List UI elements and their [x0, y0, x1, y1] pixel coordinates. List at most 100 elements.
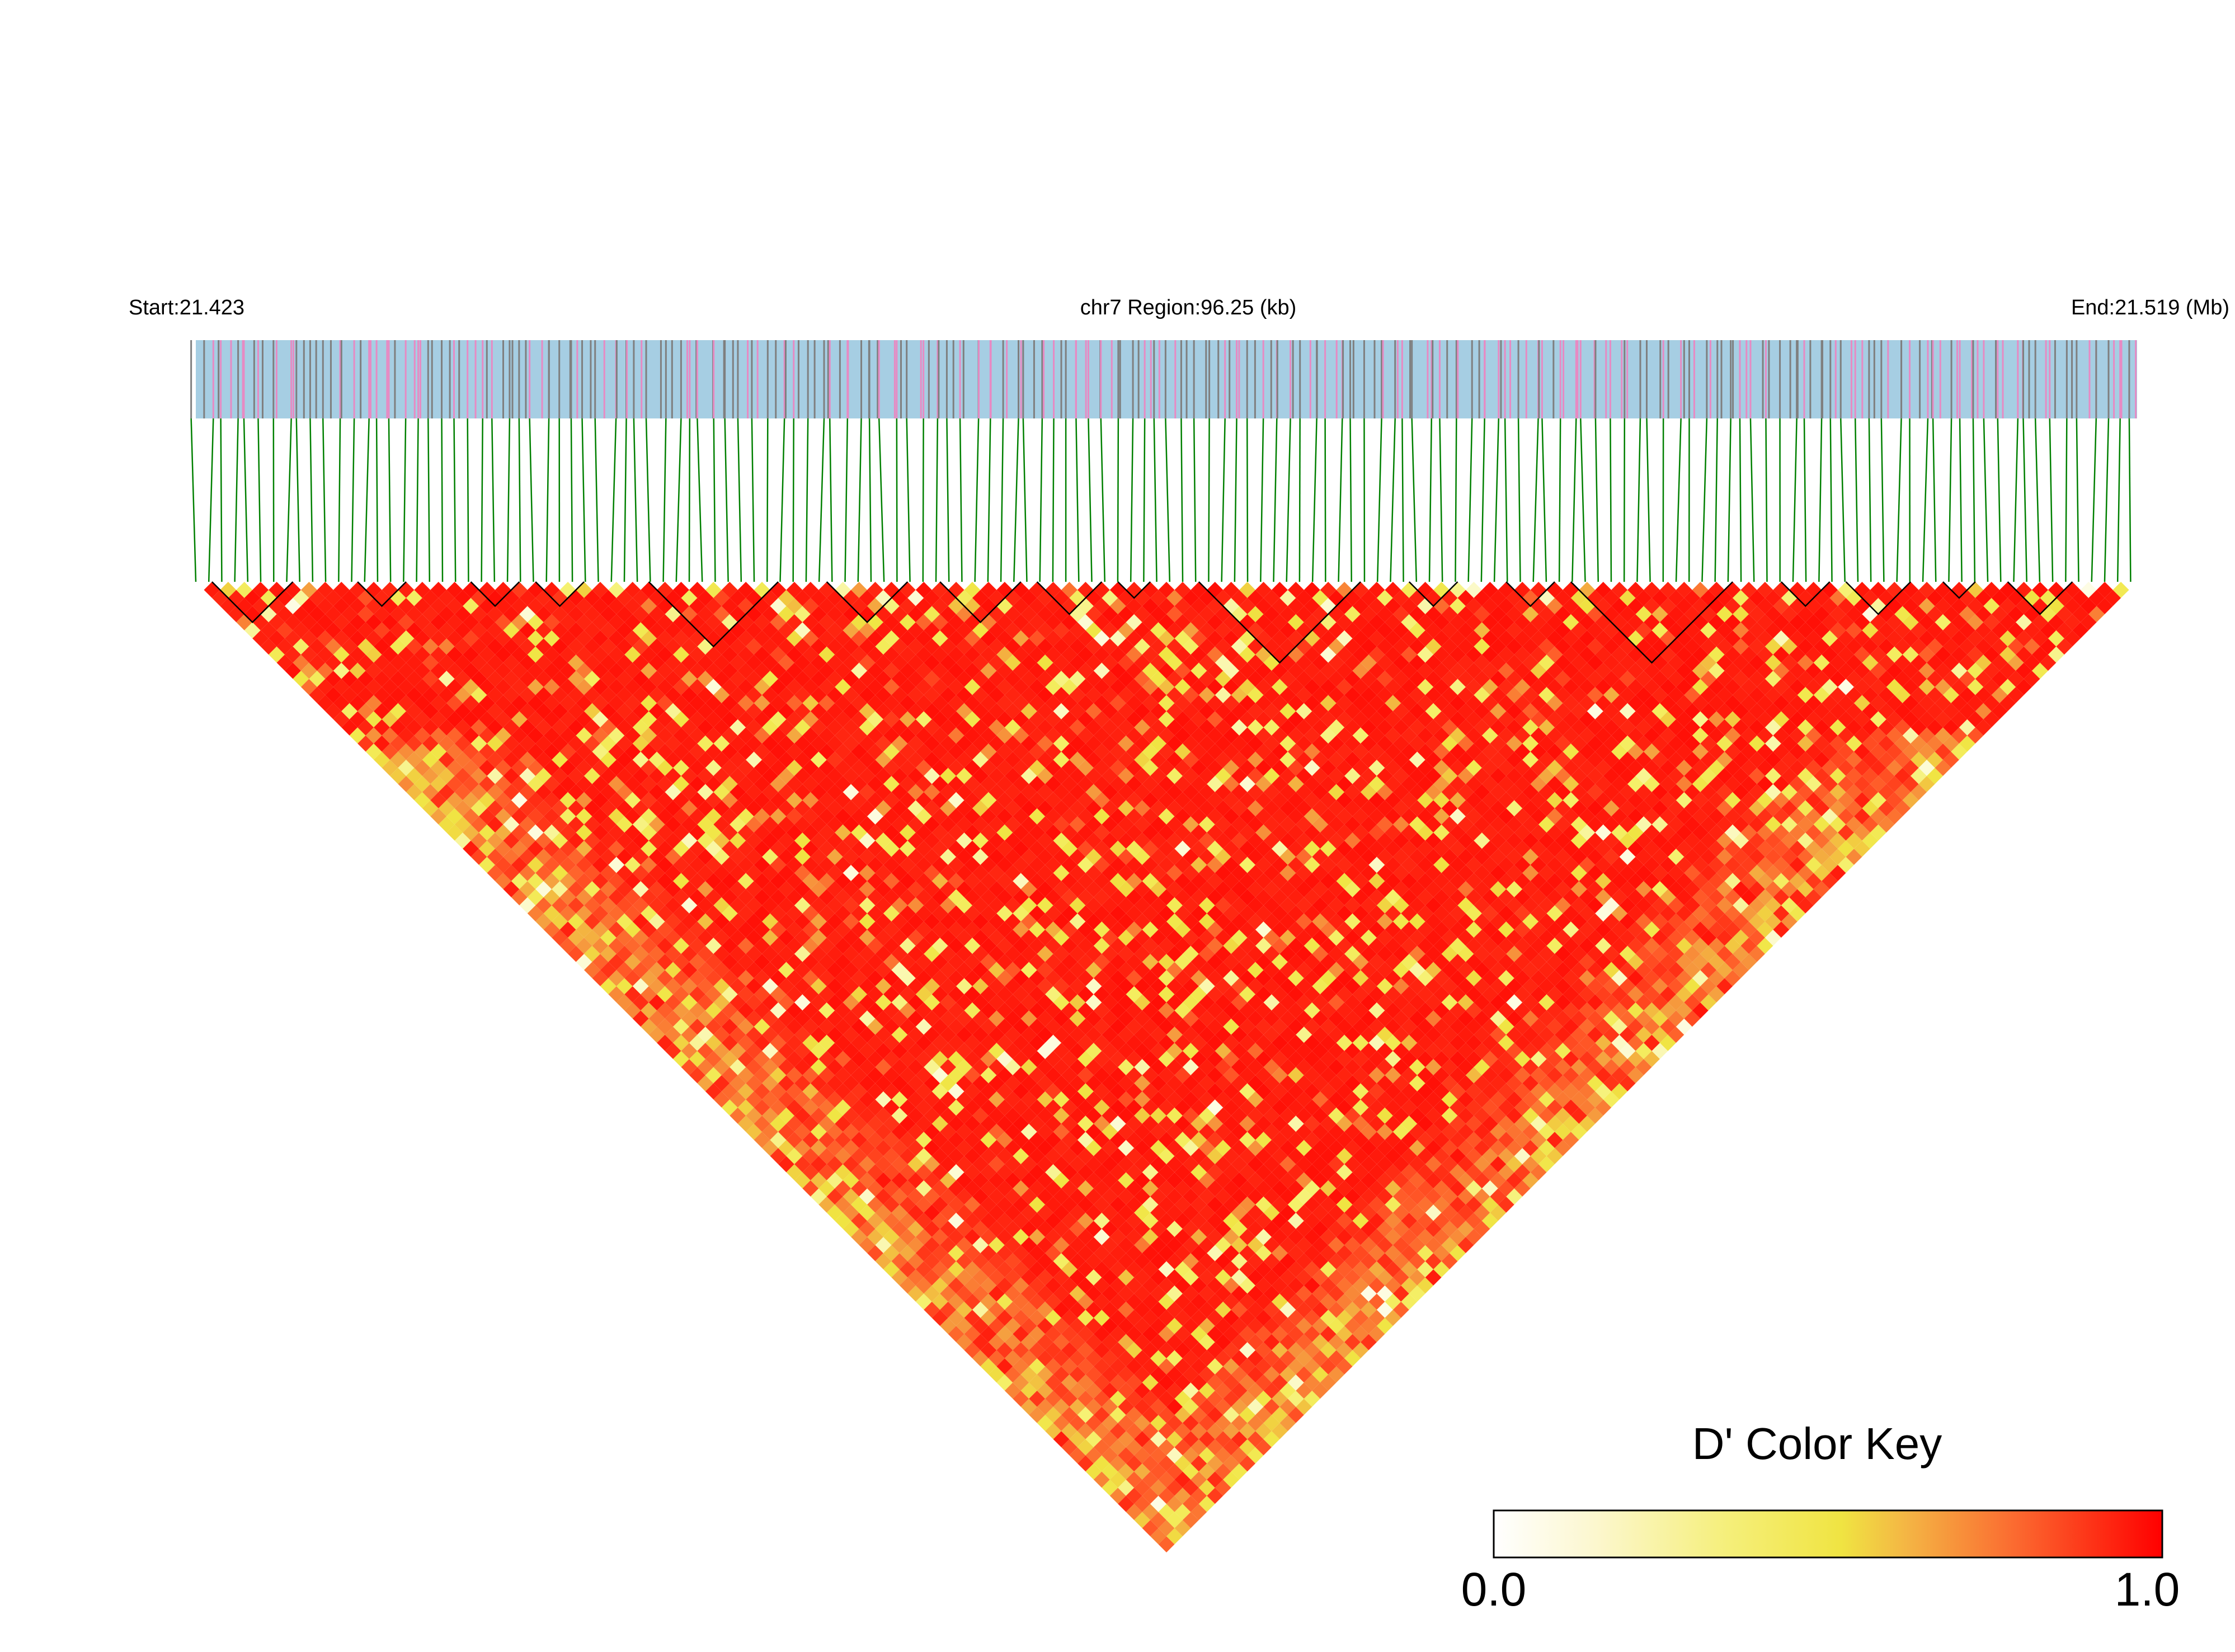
ld-cell	[964, 630, 981, 647]
ld-cell	[1158, 873, 1175, 889]
ld-cell	[770, 840, 787, 857]
ld-cell	[851, 889, 868, 906]
ld-cell	[552, 622, 568, 639]
ld-cell	[1174, 1455, 1191, 1472]
ld-cell	[559, 840, 576, 857]
ld-cell	[859, 929, 876, 946]
ld-cell	[479, 646, 495, 663]
ld-cell	[818, 808, 835, 825]
ld-cell	[746, 1091, 763, 1108]
ld-cell	[713, 686, 730, 703]
ld-cell	[1053, 1415, 1070, 1432]
ld-cell	[1126, 1406, 1142, 1423]
ld-cell	[1368, 1326, 1385, 1343]
ld-cell	[794, 1043, 811, 1060]
ld-cell	[794, 865, 811, 881]
ld-cell	[915, 630, 932, 647]
ld-cell	[479, 856, 495, 873]
ld-cell	[1239, 1423, 1256, 1439]
ld-cell	[1215, 1253, 1231, 1269]
ld-cell	[543, 695, 560, 712]
snp-connector	[1803, 418, 1807, 582]
ld-cell	[746, 703, 763, 719]
snp-connector	[351, 418, 355, 582]
ld-cell	[470, 832, 487, 849]
ld-cell	[1053, 1382, 1070, 1399]
ld-cell	[713, 751, 730, 768]
ld-cell	[940, 1107, 957, 1124]
ld-cell	[600, 816, 617, 833]
ld-cell	[1037, 751, 1053, 768]
ld-cell	[470, 800, 487, 817]
ld-cell	[1004, 913, 1021, 930]
snp-connector	[1840, 418, 1846, 582]
ld-cell	[730, 962, 746, 978]
ld-cell	[1255, 1261, 1272, 1278]
ld-cell	[1409, 1253, 1425, 1269]
ld-cell	[641, 986, 657, 1003]
ld-cell	[1004, 865, 1021, 881]
ld-cell	[1231, 945, 1248, 962]
snp-connector	[208, 418, 214, 582]
ld-cell	[641, 662, 657, 679]
ld-cell	[552, 735, 568, 752]
ld-cell	[915, 873, 932, 889]
ld-cell	[907, 655, 924, 671]
ld-cell	[390, 671, 406, 687]
ld-cell	[1198, 1447, 1215, 1463]
ld-cell	[1029, 1148, 1046, 1164]
ld-cell	[746, 1010, 763, 1027]
ld-cell	[1142, 1083, 1159, 1100]
ld-cell	[956, 1269, 972, 1286]
ld-cell	[1231, 1107, 1248, 1124]
ld-cell	[1053, 881, 1070, 897]
ld-cell	[1231, 1447, 1248, 1463]
ld-cell	[1312, 1350, 1329, 1367]
ld-cell	[891, 1140, 908, 1156]
ld-cell	[1102, 816, 1118, 833]
ld-cell	[915, 1261, 932, 1278]
ld-cell	[1013, 921, 1029, 938]
ld-cell	[826, 1059, 843, 1075]
ld-cell	[1004, 849, 1021, 865]
ld-cell	[956, 1285, 972, 1302]
ld-cell	[1312, 1107, 1329, 1124]
ld-cell	[1077, 1051, 1094, 1067]
snp-connector	[1221, 418, 1226, 582]
ld-cell	[818, 1180, 835, 1197]
ld-cell	[1312, 1253, 1329, 1269]
ld-cell	[1182, 913, 1199, 930]
ld-cell	[519, 832, 536, 849]
ld-cell	[1045, 1180, 1062, 1197]
ld-cell	[1158, 776, 1175, 792]
ld-cell	[648, 655, 665, 671]
ld-cell	[535, 768, 552, 784]
ld-cell	[931, 760, 948, 776]
ld-cell	[1142, 1034, 1159, 1051]
ld-cell	[1126, 808, 1142, 825]
ld-cell	[843, 622, 859, 639]
ld-cell	[641, 695, 657, 712]
ld-cell	[543, 921, 560, 938]
ld-cell	[1247, 1237, 1264, 1254]
ld-cell	[1231, 865, 1248, 881]
ld-cell	[746, 735, 763, 752]
ld-cell	[1207, 1148, 1224, 1164]
ld-cell	[1474, 1140, 1490, 1156]
ld-cell	[1231, 1415, 1248, 1432]
ld-cell	[867, 597, 883, 614]
ld-cell	[1158, 1455, 1175, 1472]
ld-cell	[333, 646, 350, 663]
ld-cell	[1085, 1027, 1102, 1043]
ld-cell	[907, 784, 924, 801]
ld-cell	[996, 840, 1013, 857]
ld-cell	[1433, 1180, 1450, 1197]
ld-cell	[333, 679, 350, 695]
ld-cell	[1061, 1342, 1077, 1358]
ld-cell	[1279, 1172, 1296, 1189]
ld-cell	[956, 865, 972, 881]
ld-cell	[1004, 703, 1021, 719]
ld-cell	[1053, 1317, 1070, 1334]
ld-cell	[325, 686, 342, 703]
ld-cell	[616, 719, 633, 736]
